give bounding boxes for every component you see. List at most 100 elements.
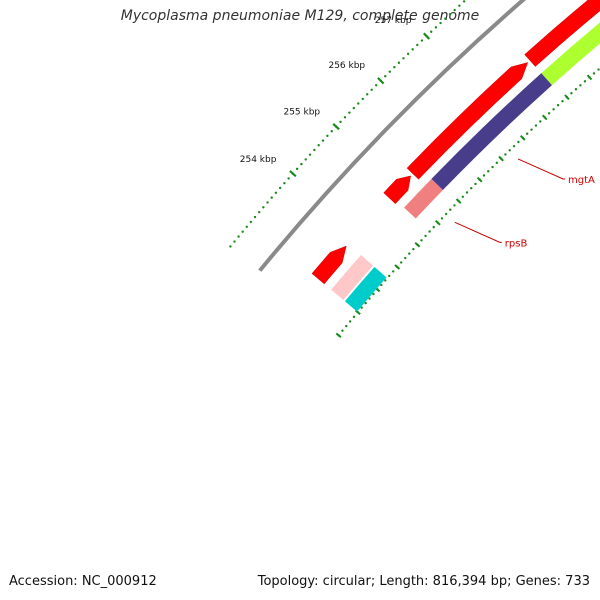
gene-band-rpsb: [404, 178, 443, 219]
outer-tick-dot: [313, 148, 316, 152]
outer-tick-dot: [249, 220, 253, 224]
outer-tick-dot: [402, 57, 405, 60]
forward-cds-arrow: [524, 0, 600, 67]
outer-tick-dot: [462, 0, 466, 3]
inner-tick-dot: [556, 104, 560, 107]
inner-tick-dot: [420, 239, 423, 242]
accession-text: Accession: NC_000912: [9, 574, 159, 589]
inner-tick-dot: [428, 230, 431, 233]
inner-tick-dot: [465, 191, 469, 194]
inner-tick-dot: [491, 165, 494, 169]
inner-tick-dot: [372, 292, 375, 296]
features-layer: [311, 0, 600, 312]
inner-tick-dot: [352, 315, 356, 319]
inner-tick-dot: [583, 80, 587, 83]
inner-tick-dot: [495, 161, 498, 165]
gene-band-seca: [541, 22, 600, 86]
inner-tick-mark: [455, 198, 462, 204]
outer-tick-dot: [253, 215, 257, 219]
outer-tick-dot: [233, 240, 236, 243]
outer-tick-dot: [388, 70, 391, 73]
inner-tick-mark: [335, 332, 342, 339]
outer-tick-dot: [393, 66, 396, 69]
inner-tick-dot: [534, 124, 538, 127]
inner-tick-dot: [461, 195, 465, 198]
inner-tick-mark: [564, 94, 570, 101]
kbp-tick-mark: [332, 123, 340, 131]
outer-tick-dot: [343, 116, 347, 119]
outer-tick-dot: [348, 111, 351, 114]
outer-tick-dot: [274, 191, 278, 195]
inner-tick-dot: [504, 153, 507, 156]
kbp-tick-label: 254 kbp: [240, 155, 277, 165]
outer-tick-dot: [366, 93, 369, 96]
inner-tick-dot: [424, 234, 427, 238]
map-title: Mycoplasma pneumoniae M129, complete gen…: [120, 8, 480, 24]
backbone-arc: [258, 0, 527, 272]
inner-tick-dot: [408, 252, 411, 255]
outer-tick-dot: [330, 130, 333, 133]
inner-tick-dot: [412, 247, 415, 251]
outer-tick-dot: [270, 196, 273, 199]
forward-cds-arrow: [383, 175, 412, 205]
outer-tick-dot: [339, 120, 342, 124]
inner-tick-dot: [453, 204, 456, 207]
backbone-layer: [258, 0, 527, 272]
inner-tick-dot: [487, 170, 490, 173]
outer-tick-dot: [326, 134, 329, 138]
outer-tick-dot: [241, 230, 244, 233]
inner-tick-dot: [388, 274, 391, 278]
outer-tick-dot: [397, 61, 401, 64]
outer-tick-dot: [287, 177, 290, 180]
inner-tick-dot: [547, 112, 551, 115]
extra-feature-block: [331, 255, 374, 301]
inner-tick-dot: [368, 297, 371, 300]
outer-tick-dot: [406, 52, 410, 56]
inner-tick-dot: [530, 128, 533, 131]
outer-tick-dot: [453, 8, 456, 12]
genome-summary-text: Topology: circular; Length: 816,394 bp; …: [255, 574, 590, 589]
inner-tick-mark: [498, 155, 504, 162]
inner-tick-dot: [364, 301, 367, 305]
outer-tick-dot: [357, 102, 360, 105]
inner-tick-dot: [525, 132, 529, 135]
outer-tick-dot: [444, 17, 447, 20]
inner-tick-mark: [519, 134, 526, 141]
outer-tick-dot: [321, 139, 325, 142]
inner-tick-dot: [517, 140, 520, 144]
inner-tick-mark: [414, 241, 421, 248]
inner-tick-dot: [345, 324, 348, 328]
outer-tick-dot: [300, 162, 303, 166]
inner-tick-dot: [552, 108, 555, 111]
gene-labels-layer: rpsBmgtAsecAuvrBMPN212: [454, 158, 595, 249]
inner-tick-dot: [404, 256, 407, 260]
inner-tick-dot: [592, 72, 596, 75]
inner-tick-dot: [561, 100, 564, 103]
inner-tick-dot: [482, 174, 486, 177]
outer-tick-dot: [352, 106, 356, 110]
outer-tick-dot: [411, 48, 414, 51]
outer-tick-dot: [361, 97, 364, 101]
outer-tick-dot: [266, 201, 269, 204]
kbp-tick-mark: [377, 77, 385, 85]
inner-tick-dot: [400, 261, 403, 264]
outer-tick-dot: [439, 21, 442, 25]
inner-tick-dot: [470, 187, 473, 190]
inner-tick-dot: [380, 283, 383, 287]
forward-cds-arrow: [311, 245, 347, 285]
outer-tick-dot: [283, 181, 286, 185]
inner-tick-dot: [579, 84, 582, 87]
outer-tick-dot: [420, 39, 424, 42]
outer-tick-dot: [237, 235, 240, 238]
inner-tick-dot: [597, 68, 600, 71]
outer-tick-dot: [245, 225, 248, 228]
inner-tick-dot: [508, 149, 511, 152]
outer-tick-dot: [295, 167, 299, 171]
outer-tick-dot: [416, 43, 419, 47]
outer-tick-dot: [458, 4, 461, 7]
inner-tick-dot: [392, 270, 395, 273]
inner-tick-dot: [360, 306, 363, 309]
inner-tick-dot: [570, 92, 573, 95]
